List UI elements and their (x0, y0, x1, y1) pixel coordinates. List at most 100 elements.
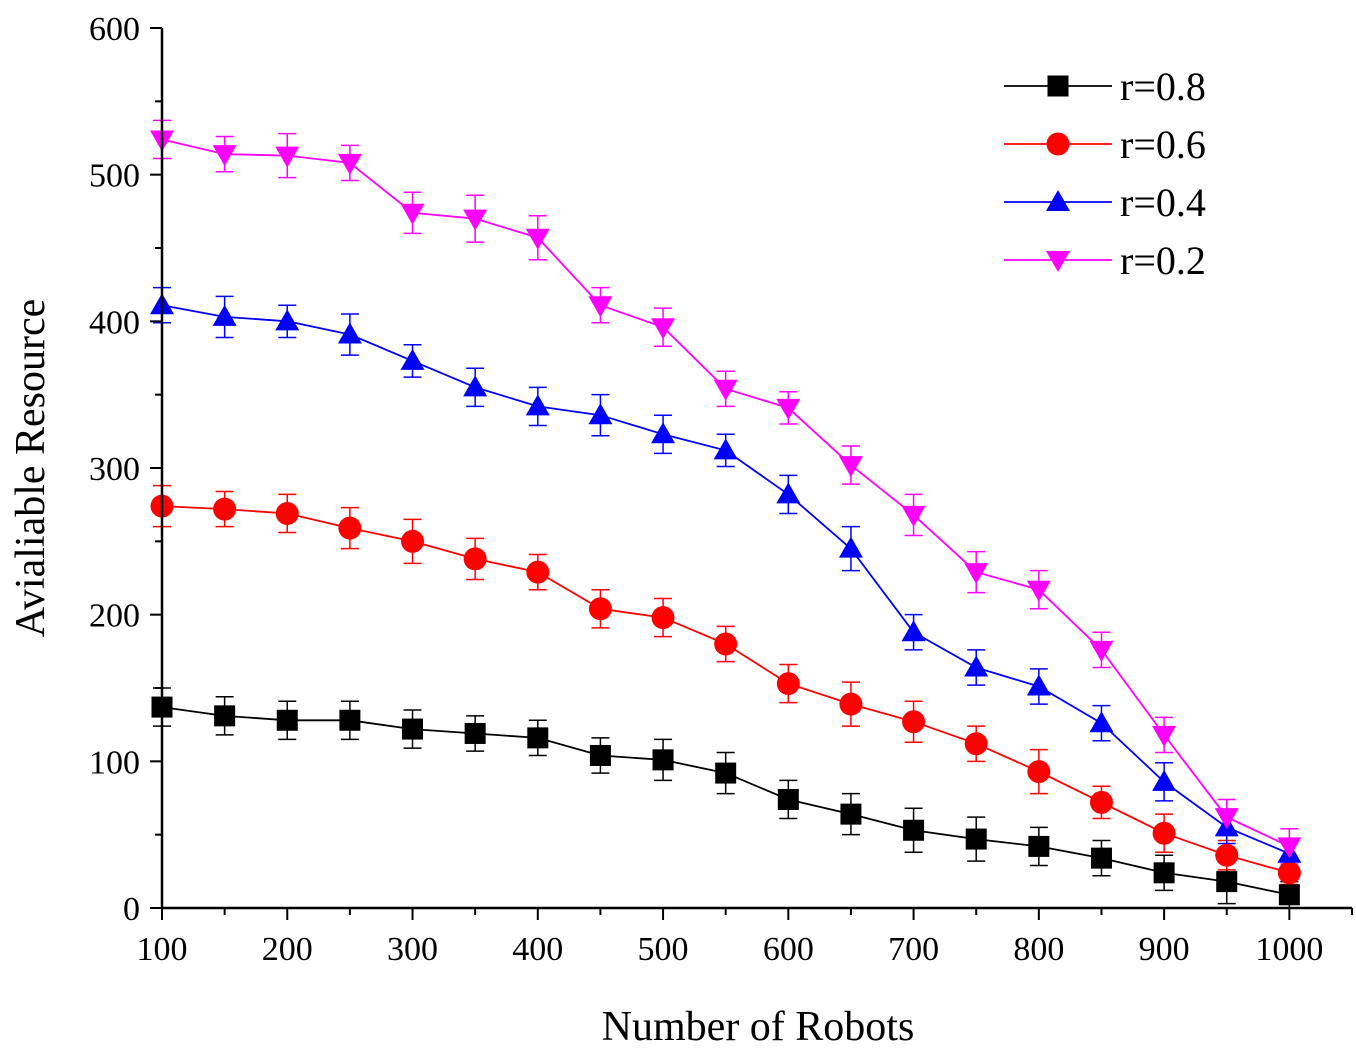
y-tick-label: 300 (89, 451, 140, 488)
data-point (713, 438, 738, 460)
data-point (276, 709, 298, 731)
data-point (464, 722, 486, 744)
data-point (776, 398, 801, 420)
data-point (212, 304, 237, 326)
data-point (1089, 711, 1114, 733)
data-point (1215, 843, 1239, 867)
legend-marker (1046, 251, 1070, 272)
data-point (400, 348, 425, 370)
legend-marker (1046, 190, 1070, 211)
data-point (714, 632, 738, 656)
data-point (338, 516, 362, 540)
data-point (1089, 790, 1113, 814)
legend-label: r=0.8 (1120, 64, 1206, 109)
y-tick-label: 400 (89, 304, 140, 341)
data-point (275, 309, 300, 331)
data-point (1152, 769, 1177, 791)
data-point (589, 744, 611, 766)
data-point (588, 296, 613, 318)
data-point (1152, 821, 1176, 845)
x-tick-label: 700 (888, 931, 939, 968)
data-point (840, 803, 862, 825)
data-point (463, 547, 487, 571)
x-axis-label: Number of Robots (602, 1004, 915, 1048)
series-markers (150, 130, 1302, 906)
y-tick-label: 100 (89, 744, 140, 781)
x-tick-label: 600 (763, 931, 814, 968)
data-point (713, 379, 738, 401)
data-point (838, 536, 863, 558)
data-point (901, 505, 926, 527)
data-point (401, 529, 425, 553)
data-point (1027, 760, 1051, 784)
y-axis-label: Avialiable Resource (8, 299, 54, 638)
data-point (463, 375, 488, 397)
data-point (526, 560, 550, 584)
data-point (777, 788, 799, 810)
x-tick-label: 100 (137, 931, 188, 968)
data-point (1278, 884, 1300, 906)
y-tick-label: 200 (89, 598, 140, 635)
data-point (1153, 862, 1175, 884)
legend-label: r=0.4 (1120, 180, 1206, 225)
data-point (463, 209, 488, 231)
data-point (839, 692, 863, 716)
data-point (1277, 837, 1302, 859)
data-point (1028, 835, 1050, 857)
data-point (776, 672, 800, 696)
data-point (337, 153, 362, 175)
data-point (964, 655, 989, 677)
legend: r=0.8 r=0.6 r=0.4 r=0.2 (1004, 64, 1206, 283)
data-point (715, 762, 737, 784)
x-tick-label: 300 (387, 931, 438, 968)
data-point (901, 620, 926, 642)
y-tick-label: 0 (123, 891, 140, 928)
x-tick-label: 500 (638, 931, 689, 968)
data-point (965, 828, 987, 850)
data-point (275, 501, 299, 525)
data-point (213, 497, 237, 521)
data-point (212, 145, 237, 167)
data-point (339, 709, 361, 731)
data-point (651, 318, 676, 340)
data-point (214, 705, 236, 727)
data-point (903, 819, 925, 841)
x-tick-label: 400 (512, 931, 563, 968)
data-point (1216, 871, 1238, 893)
data-point (1090, 847, 1112, 869)
axes: 100 200 300 400 500 600 700 800 900 1000010020030… (89, 11, 1353, 968)
x-tick-label: 900 (1139, 931, 1190, 968)
data-point (1089, 640, 1114, 662)
data-point (1277, 861, 1301, 885)
data-point (337, 322, 362, 344)
x-tick-label: 1000 (1255, 931, 1323, 968)
x-tick-label: 800 (1013, 931, 1064, 968)
data-point (652, 749, 674, 771)
data-point (964, 563, 989, 585)
legend-marker (1046, 132, 1070, 156)
data-point (651, 606, 675, 630)
data-point (402, 718, 424, 740)
data-point (400, 203, 425, 225)
legend-label: r=0.2 (1120, 238, 1206, 283)
data-point (776, 482, 801, 504)
data-point (525, 394, 550, 416)
data-point (527, 727, 549, 749)
data-point (1152, 725, 1177, 747)
series-line-0 (161, 706, 1290, 896)
data-point (1026, 580, 1051, 602)
data-point (1026, 674, 1051, 696)
data-point (525, 228, 550, 250)
data-point (1214, 808, 1239, 830)
series-line-1 (161, 505, 1290, 874)
data-point (838, 456, 863, 478)
data-point (651, 422, 676, 444)
data-point (588, 597, 612, 621)
data-point (902, 710, 926, 734)
legend-marker (1047, 75, 1069, 97)
data-point (275, 146, 300, 168)
x-tick-label: 200 (262, 931, 313, 968)
y-tick-label: 600 (89, 11, 140, 48)
data-point (588, 403, 613, 425)
